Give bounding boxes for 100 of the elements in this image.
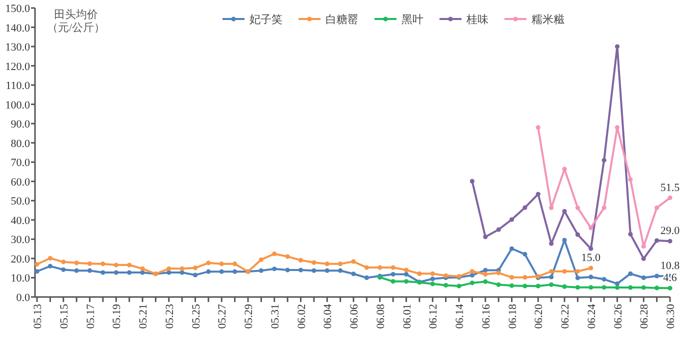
- point: [641, 285, 646, 290]
- point: [509, 283, 514, 288]
- y-tick-label: 30.0: [10, 234, 30, 246]
- point: [127, 270, 132, 275]
- point: [470, 178, 474, 184]
- x-tick-label: 05.29: [243, 304, 255, 329]
- point: [444, 273, 448, 278]
- x-tick-label: 05.27: [216, 304, 229, 329]
- point: [575, 276, 580, 280]
- y-tick-label: 110.0: [6, 80, 30, 92]
- point: [470, 269, 474, 274]
- point: [588, 246, 594, 251]
- point: [219, 262, 224, 266]
- point: [668, 286, 672, 290]
- y-tick-label: 90.0: [10, 118, 30, 131]
- x-tick-label: 06.01: [401, 304, 414, 329]
- point: [48, 256, 52, 261]
- point: [180, 266, 184, 271]
- point: [456, 284, 462, 288]
- point: [614, 44, 620, 49]
- point: [536, 125, 540, 130]
- point: [654, 238, 660, 243]
- point: [668, 238, 672, 244]
- x-tick-label: 06.18: [506, 304, 519, 329]
- point: [496, 227, 501, 232]
- point: [654, 274, 660, 278]
- point: [48, 264, 52, 268]
- y-tick-label: 40.0: [10, 214, 30, 227]
- x-tick-label: 05.23: [164, 304, 176, 329]
- point: [562, 208, 567, 214]
- point: [470, 272, 474, 278]
- x-tick-label: 06.14: [454, 304, 466, 329]
- point: [351, 272, 356, 276]
- point: [298, 268, 304, 272]
- x-tick-label: 05.17: [84, 304, 97, 329]
- x-tick-label: 05.21: [138, 304, 150, 329]
- x-tick-label: 06.06: [348, 304, 360, 329]
- y-tick-label: 120.0: [5, 60, 30, 73]
- point: [430, 282, 435, 286]
- point: [444, 282, 448, 288]
- point: [430, 271, 435, 276]
- legend-label: 黑叶: [402, 13, 424, 26]
- point: [641, 244, 646, 249]
- point: [324, 262, 330, 266]
- point: [575, 269, 580, 274]
- point: [575, 205, 580, 210]
- x-tick-label: 06.20: [533, 304, 546, 329]
- point: [549, 269, 554, 274]
- point: [602, 285, 606, 290]
- point: [206, 260, 211, 266]
- point: [562, 269, 567, 274]
- point: [614, 125, 620, 130]
- y-tick-label: 20.0: [10, 253, 30, 266]
- point: [562, 238, 567, 242]
- point: [364, 275, 369, 280]
- y-tick-label: 130.0: [5, 42, 30, 54]
- point: [483, 234, 488, 240]
- x-tick-label: 06.02: [296, 304, 308, 329]
- point: [654, 205, 660, 210]
- point: [522, 205, 528, 210]
- x-tick-label: 06.12: [428, 304, 440, 329]
- point: [258, 268, 264, 273]
- point: [417, 271, 422, 276]
- y-tick-label: 100.0: [5, 99, 30, 112]
- point: [549, 282, 554, 287]
- point: [324, 268, 330, 273]
- point: [206, 269, 211, 274]
- point: [114, 262, 118, 268]
- point: [588, 285, 594, 290]
- point: [74, 268, 79, 273]
- annotation: 15.0: [581, 252, 601, 264]
- point: [166, 270, 172, 275]
- point: [575, 285, 580, 290]
- point: [628, 177, 633, 182]
- point: [312, 268, 316, 273]
- y-tick-label: 10.0: [10, 272, 30, 285]
- y-tick-label: 80.0: [10, 138, 30, 150]
- point: [404, 279, 409, 284]
- point: [483, 279, 488, 284]
- point: [298, 258, 304, 262]
- annotation: 51.5: [660, 182, 680, 194]
- point: [100, 270, 106, 275]
- point: [390, 265, 396, 270]
- x-tick-label: 05.31: [269, 304, 282, 329]
- point: [562, 284, 567, 289]
- point: [338, 268, 343, 273]
- point: [192, 272, 198, 278]
- point: [588, 226, 594, 230]
- point: [390, 279, 396, 284]
- point: [364, 265, 369, 270]
- point: [522, 275, 528, 280]
- point: [588, 266, 594, 270]
- point: [61, 260, 66, 264]
- point: [483, 268, 488, 273]
- point: [628, 232, 633, 236]
- legend-label: 白糖罂: [326, 13, 358, 26]
- point: [390, 272, 396, 277]
- point: [470, 280, 474, 286]
- point: [285, 268, 290, 272]
- point: [654, 286, 660, 290]
